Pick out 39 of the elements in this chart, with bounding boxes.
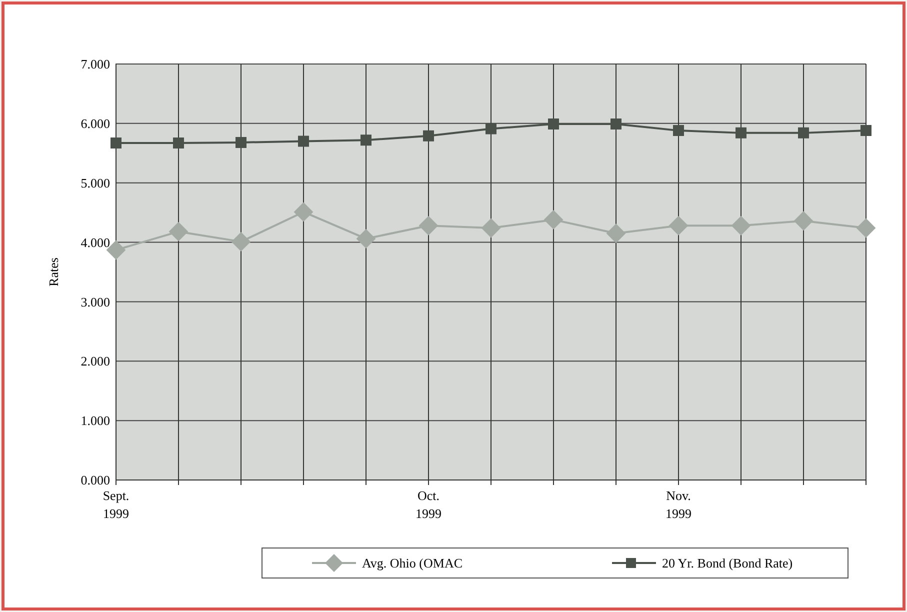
point xyxy=(294,202,313,222)
point xyxy=(669,216,688,236)
point xyxy=(360,134,372,146)
point xyxy=(486,123,496,134)
point xyxy=(232,232,250,252)
x-tick-label: Sept. 1999 xyxy=(102,488,130,521)
point xyxy=(606,224,626,243)
point xyxy=(236,136,246,148)
point xyxy=(173,138,184,149)
point xyxy=(169,222,188,242)
y-tick-label: 0.000 xyxy=(80,472,110,488)
point xyxy=(610,118,622,130)
y-tick-label: 5.000 xyxy=(80,175,110,190)
y-tick-label: 7.000 xyxy=(80,56,110,72)
point xyxy=(482,218,500,238)
y-tick-label: 3.000 xyxy=(80,294,110,310)
point xyxy=(798,127,809,138)
y-tick-label: 4.000 xyxy=(80,234,110,250)
x-tick-label: Oct. 1999 xyxy=(416,488,442,521)
y-axis-title: Rates xyxy=(46,258,61,286)
point xyxy=(732,216,750,236)
point xyxy=(856,218,876,238)
point xyxy=(423,130,434,142)
point xyxy=(548,118,559,130)
point xyxy=(356,229,376,248)
y-tick-label: 1.000 xyxy=(80,413,110,428)
point xyxy=(673,125,684,136)
point xyxy=(794,211,813,230)
legend-label: 20 Yr. Bond (Bond Rate) xyxy=(662,556,793,571)
point xyxy=(860,125,872,136)
point xyxy=(419,216,438,236)
point xyxy=(298,136,309,147)
point xyxy=(544,210,563,230)
legend-label: Avg. Ohio (OMAC xyxy=(362,556,463,571)
y-tick-label: 6.000 xyxy=(80,116,110,131)
point xyxy=(736,127,746,138)
y-tick-label: 2.000 xyxy=(80,354,110,369)
point xyxy=(110,138,122,149)
x-tick-label: Nov. 1999 xyxy=(666,488,692,521)
